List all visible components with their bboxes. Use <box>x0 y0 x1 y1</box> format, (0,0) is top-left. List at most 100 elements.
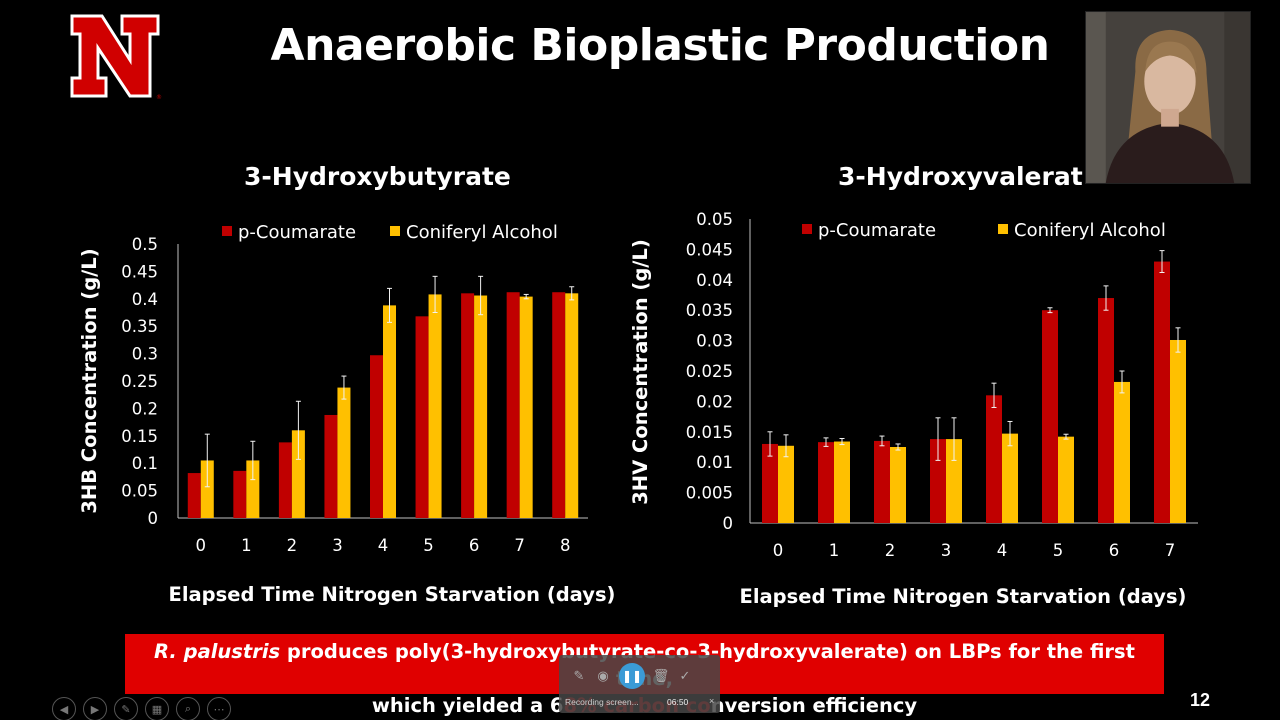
y-tick-label: 0.1 <box>132 454 158 473</box>
y-tick-label: 0.3 <box>132 345 158 364</box>
banner-species: R. palustris <box>154 640 281 663</box>
y-tick-label: 0 <box>148 509 159 528</box>
prev-slide-icon[interactable]: ◀ <box>52 697 76 720</box>
y-tick-label: 0.04 <box>696 271 733 290</box>
webcam-icon[interactable]: ◉ <box>597 668 609 683</box>
bar-coniferyl-alcohol <box>834 441 850 523</box>
bar-coniferyl-alcohol <box>383 305 396 518</box>
slideshow-nav: ◀ ▶ ✎ ▦ ⌕ ⋯ <box>52 697 231 720</box>
legend-swatch <box>802 224 812 234</box>
x-tick-label: 5 <box>423 536 434 555</box>
x-tick-label: 6 <box>469 536 480 555</box>
x-tick-label: 4 <box>378 536 389 555</box>
slide-title: Anaerobic Bioplastic Production <box>270 20 1050 71</box>
y-tick-label: 0.35 <box>121 317 158 336</box>
bar-coniferyl-alcohol <box>1058 436 1074 523</box>
chart2-title: 3-Hydroxyvalerat <box>838 162 1083 191</box>
bar-p-coumarate <box>762 443 778 523</box>
x-tick-label: 3 <box>941 541 952 560</box>
chart1-title: 3-Hydroxybutyrate <box>244 162 511 191</box>
bar-p-coumarate <box>986 395 1002 523</box>
chart-3hb: 0 0.05 0.1 0.15 0.2 0.25 0.3 0.35 0.4 0.45 0.5 0 1 2 3… <box>78 222 616 606</box>
delete-icon[interactable]: 🗑 <box>652 668 670 683</box>
y-tick-label: 0.05 <box>121 482 158 501</box>
y-tick-label: 0.45 <box>121 262 158 281</box>
bar-coniferyl-alcohol <box>246 460 260 518</box>
x-tick-label: 1 <box>241 536 252 555</box>
y-tick-label: 0.5 <box>132 235 158 254</box>
zoom-icon[interactable]: ⌕ <box>176 697 200 720</box>
banner-line-2-end: nversion efficiency <box>710 694 918 717</box>
bar-p-coumarate <box>233 470 247 518</box>
bar-p-coumarate <box>506 292 520 518</box>
y-tick-label: 0.25 <box>121 372 158 391</box>
y-tick-label: 0.01 <box>696 453 733 472</box>
y-tick-label: 0 <box>723 514 734 533</box>
y-tick-label: 0.15 <box>121 427 158 446</box>
x-tick-label: 2 <box>885 541 896 560</box>
next-slide-icon[interactable]: ▶ <box>83 697 107 720</box>
svg-text:®: ® <box>156 94 162 100</box>
bar-coniferyl-alcohol <box>778 445 794 523</box>
bar-p-coumarate <box>818 442 834 523</box>
x-tick-label: 8 <box>560 536 571 555</box>
x-tick-label: 5 <box>1053 541 1064 560</box>
x-tick-label: 7 <box>514 536 525 555</box>
x-tick-label: 0 <box>773 541 784 560</box>
x-tick-label: 6 <box>1109 541 1120 560</box>
draw-icon[interactable]: ✎ <box>573 668 585 683</box>
legend-label: p-Coumarate <box>818 220 936 241</box>
bar-p-coumarate <box>1154 261 1170 523</box>
y-tick-label: 0.015 <box>686 423 733 442</box>
x-axis-label: Elapsed Time Nitrogen Starvation (days) <box>740 585 1187 608</box>
y-tick-label: 0.02 <box>696 392 733 411</box>
y-axis-label: 3HB Concentration (g/L) <box>78 248 101 513</box>
bar-coniferyl-alcohol <box>1170 339 1186 523</box>
bar-p-coumarate <box>461 293 475 518</box>
bar-p-coumarate <box>930 439 946 523</box>
bar-p-coumarate <box>552 292 566 518</box>
y-tick-label: 0.2 <box>132 399 158 418</box>
x-tick-label: 1 <box>829 541 840 560</box>
bar-coniferyl-alcohol <box>1002 433 1018 523</box>
bar-coniferyl-alcohol <box>1114 381 1130 523</box>
recorder-label: Recording screen... <box>565 697 639 707</box>
bar-coniferyl-alcohol <box>946 439 962 523</box>
bar-p-coumarate <box>874 440 890 523</box>
y-tick-label: 0.025 <box>686 362 733 381</box>
bar-coniferyl-alcohol <box>890 447 906 523</box>
y-tick-label: 0.05 <box>696 210 733 229</box>
bar-p-coumarate <box>370 355 383 518</box>
done-icon[interactable]: ✓ <box>679 668 691 683</box>
bar-p-coumarate <box>324 414 338 518</box>
more-icon[interactable]: ⋯ <box>207 697 231 720</box>
legend-swatch <box>222 226 232 236</box>
nebraska-n-logo-icon: ® <box>68 12 162 101</box>
x-axis-label: Elapsed Time Nitrogen Starvation (days) <box>169 583 616 606</box>
bar-coniferyl-alcohol <box>200 460 214 518</box>
pen-icon[interactable]: ✎ <box>114 697 138 720</box>
banner-line-2-text: which yielded a 6 <box>371 694 564 717</box>
y-tick-label: 0.035 <box>686 301 733 320</box>
x-tick-label: 3 <box>332 536 343 555</box>
bar-p-coumarate <box>415 316 429 518</box>
slides-grid-icon[interactable]: ▦ <box>145 697 169 720</box>
recorder-time: 06:50 <box>667 697 689 707</box>
pause-icon[interactable]: ❚❚ <box>619 663 645 689</box>
x-tick-label: 7 <box>1165 541 1176 560</box>
x-tick-label: 0 <box>196 536 207 555</box>
page-number: 12 <box>1190 690 1211 710</box>
presenter-webcam-icon <box>1085 11 1251 184</box>
legend-label: Coniferyl Alcohol <box>406 222 558 243</box>
bar-coniferyl-alcohol <box>291 430 305 518</box>
y-tick-label: 0.4 <box>132 290 158 309</box>
bar-coniferyl-alcohol <box>428 294 442 518</box>
screen-recorder-widget: ✎ ◉ ❚❚ 🗑 ✓ Recording screen... 06:50 × <box>559 655 720 713</box>
bar-p-coumarate <box>278 442 292 518</box>
legend-label: Coniferyl Alcohol <box>1014 220 1166 241</box>
bar-coniferyl-alcohol <box>474 295 488 518</box>
bar-p-coumarate <box>187 473 201 518</box>
recorder-close-button[interactable]: × <box>709 696 715 706</box>
bar-p-coumarate <box>1098 298 1114 523</box>
chart-3hv: 0 0.005 0.01 0.015 0.02 0.025 0.03 0.035 0.04 0.0… <box>629 210 1198 608</box>
